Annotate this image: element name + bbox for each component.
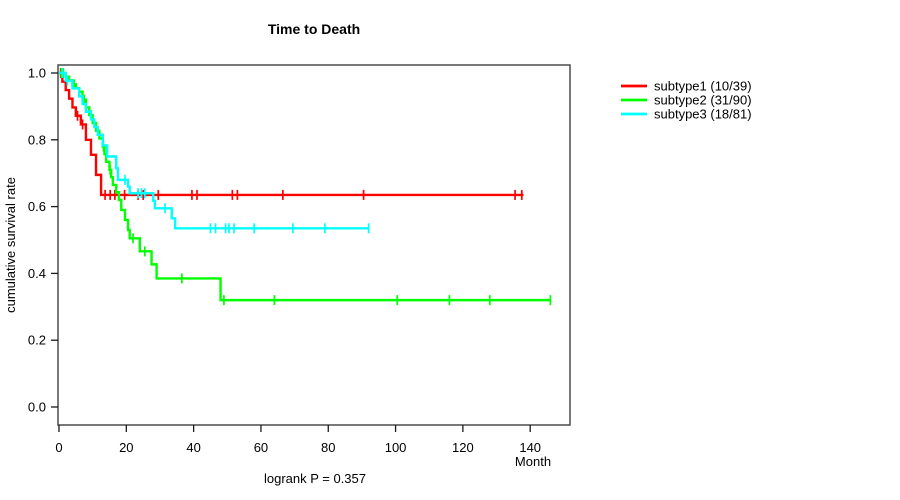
survival-curve-series-2 [59,68,552,306]
y-tick-label: 0.0 [28,400,46,415]
survival-curve-series-1 [59,68,524,200]
x-tick-label: 100 [385,440,407,455]
y-tick-label: 1.0 [28,66,46,81]
survival-curves [59,68,552,306]
legend-item-1: subtype1 (10/39) [621,79,752,94]
x-tick-label: 60 [254,440,268,455]
y-tick-label: 0.8 [28,132,46,147]
x-tick-label: 0 [55,440,62,455]
x-tick-label: 140 [519,440,541,455]
x-tick-label: 40 [186,440,200,455]
legend-label: subtype1 (10/39) [654,79,752,94]
legend-item-2: subtype2 (31/90) [621,93,752,108]
axes: 0 20 40 60 80 100 120 140 0.0 0.2 0.4 0.6 0.8 1.0 [28,66,541,456]
x-tick-label: 80 [321,440,335,455]
logrank-pvalue: logrank P = 0.357 [264,471,366,486]
survival-step-line [59,71,551,302]
legend: subtype1 (10/39)subtype2 (31/90)subtype3… [621,79,752,122]
survival-step-line [59,71,524,197]
legend-label: subtype2 (31/90) [654,93,752,108]
y-tick-label: 0.2 [28,333,46,348]
y-tick-label: 0.4 [28,266,46,281]
chart-title: Time to Death [268,21,360,37]
x-axis-title: Month [515,454,551,469]
legend-label: subtype3 (18/81) [654,107,752,122]
y-tick-label: 0.6 [28,199,46,214]
x-tick-label: 120 [452,440,474,455]
survival-step-line [59,71,369,230]
plot-frame [57,64,571,426]
y-axis-title: cumulative survival rate [3,177,18,313]
x-tick-label: 20 [119,440,133,455]
legend-item-3: subtype3 (18/81) [621,107,752,122]
survival-curve-series-3 [59,68,370,234]
